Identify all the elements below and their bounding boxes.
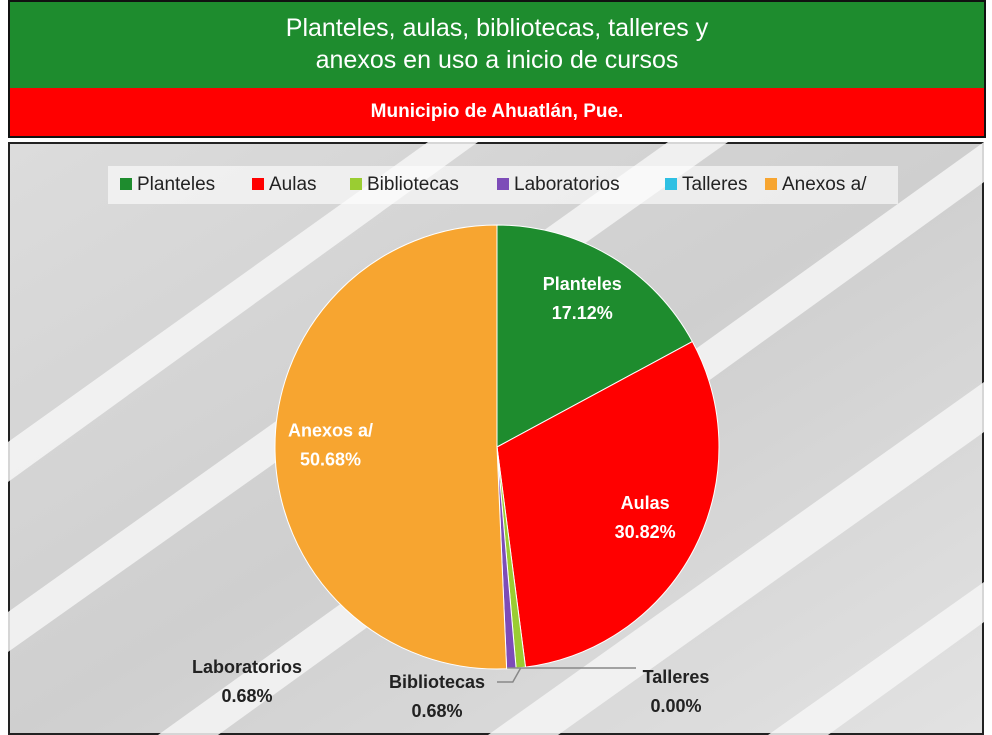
- data-label-name: Laboratorios: [192, 657, 302, 677]
- leader-line: [505, 667, 636, 669]
- legend-swatch: [765, 178, 777, 190]
- subtitle: Municipio de Ahuatlán, Pue.: [10, 88, 984, 136]
- pie-slice: [496, 224, 694, 448]
- legend-swatch: [665, 178, 677, 190]
- data-label-name: Talleres: [643, 667, 710, 687]
- header: Planteles, aulas, bibliotecas, talleres …: [8, 0, 986, 138]
- legend-label: Aulas: [269, 174, 317, 195]
- legend-label: Planteles: [137, 174, 215, 195]
- legend-label: Laboratorios: [514, 174, 620, 195]
- data-label-name: Aulas: [621, 493, 670, 513]
- legend-swatch: [497, 178, 509, 190]
- legend-label: Anexos a/: [782, 174, 867, 195]
- pie-slice: [496, 340, 720, 668]
- legend-swatch: [120, 178, 132, 190]
- data-label-value: 50.68%: [300, 450, 361, 470]
- pie-slice: [274, 224, 508, 670]
- title-box: Planteles, aulas, bibliotecas, talleres …: [10, 2, 984, 88]
- legend-swatch: [252, 178, 264, 190]
- data-label-name: Planteles: [543, 274, 622, 294]
- data-label-value: 17.12%: [552, 303, 613, 323]
- data-label-value: 0.68%: [221, 686, 272, 706]
- leader-line: [497, 667, 522, 683]
- data-label-name: Bibliotecas: [389, 672, 485, 692]
- legend-label: Talleres: [682, 174, 747, 195]
- data-label-name: Anexos a/: [288, 421, 373, 441]
- chart: Planteles Aulas Bibliotecas Laboratorios Tal…: [8, 142, 984, 735]
- data-label-value: 0.00%: [650, 696, 701, 716]
- data-label-value: 30.82%: [615, 522, 676, 542]
- title-line: anexos en uso a inicio de cursos: [315, 46, 679, 74]
- data-label-value: 0.68%: [411, 701, 462, 721]
- legend-label: Bibliotecas: [367, 174, 459, 195]
- title-line: Planteles, aulas, bibliotecas, talleres …: [285, 14, 709, 42]
- legend-swatch: [350, 178, 362, 190]
